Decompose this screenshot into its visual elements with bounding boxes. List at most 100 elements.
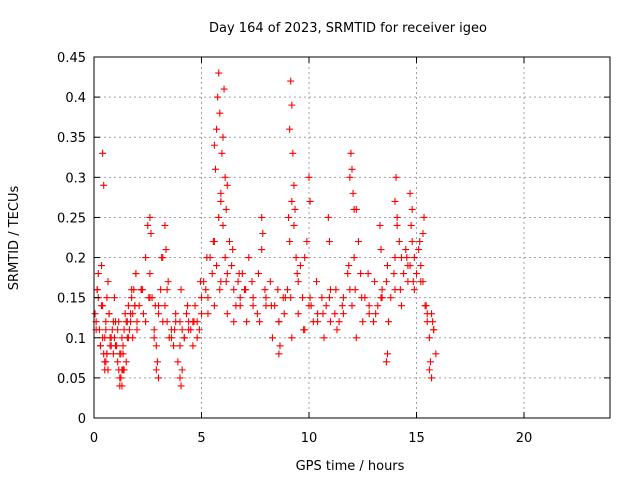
data-point [350, 205, 358, 213]
data-point [249, 302, 257, 310]
data-point [419, 229, 427, 237]
data-point [275, 318, 283, 326]
data-point [122, 358, 130, 366]
data-point [413, 270, 420, 278]
data-point [393, 221, 401, 229]
data-point [164, 278, 172, 286]
data-point [91, 310, 99, 318]
data-point [119, 350, 127, 358]
data-point [118, 334, 126, 342]
data-point [376, 221, 384, 229]
data-point [147, 229, 155, 237]
data-point [129, 334, 137, 342]
data-point [266, 278, 274, 286]
data-point [432, 350, 440, 358]
data-point [261, 286, 269, 294]
data-point [346, 173, 354, 181]
data-point [155, 310, 162, 318]
data-point [364, 270, 372, 278]
data-point [348, 302, 356, 310]
chart-title: Day 164 of 2023, SRMTID for receiver ige… [209, 21, 487, 36]
data-point [150, 334, 158, 342]
data-point [299, 294, 307, 302]
data-point [395, 238, 403, 246]
y-tick-label: 0.3 [65, 171, 86, 186]
data-point [286, 238, 294, 246]
data-point [128, 286, 136, 294]
data-point [385, 318, 393, 326]
data-point [377, 246, 385, 254]
data-point [176, 374, 184, 382]
data-point [222, 278, 230, 286]
data-point [104, 366, 112, 374]
data-point [287, 77, 295, 85]
data-point [280, 310, 288, 318]
data-point [230, 318, 238, 326]
data-point [190, 318, 198, 326]
data-point [397, 302, 405, 310]
data-point [400, 270, 408, 278]
x-tick-label: 20 [516, 431, 533, 446]
x-tick-label: 5 [197, 431, 205, 446]
data-point [371, 278, 379, 286]
data-point [221, 254, 229, 262]
data-point [132, 270, 140, 278]
data-point [217, 189, 225, 197]
data-point [219, 133, 227, 141]
data-point [221, 173, 229, 181]
data-point [110, 294, 118, 302]
data-point [370, 318, 377, 326]
data-point [331, 310, 339, 318]
data-point [402, 246, 410, 254]
data-point [429, 318, 437, 326]
data-point [290, 221, 298, 229]
data-point [114, 326, 122, 334]
data-point [365, 302, 373, 310]
data-point [408, 238, 416, 246]
data-point [324, 213, 332, 221]
data-point [228, 262, 236, 270]
data-point [216, 109, 224, 117]
data-point [157, 286, 165, 294]
data-point [378, 286, 386, 294]
data-point [100, 181, 108, 189]
data-point [99, 149, 107, 157]
data-point [256, 318, 264, 326]
data-point [253, 310, 261, 318]
data-point [152, 342, 160, 350]
data-point [203, 254, 211, 262]
data-point [174, 358, 182, 366]
data-point [109, 350, 117, 358]
data-point [161, 221, 169, 229]
data-point [248, 278, 256, 286]
data-point [335, 318, 343, 326]
data-point [119, 366, 127, 374]
data-point [178, 326, 186, 334]
data-point [220, 85, 228, 93]
data-point [139, 310, 147, 318]
data-point [288, 197, 296, 205]
axis-ticks [93, 56, 610, 419]
data-point [305, 173, 313, 181]
data-point [103, 294, 111, 302]
y-tick-label: 0.05 [57, 372, 86, 387]
data-point [325, 238, 333, 246]
data-point [133, 318, 141, 326]
x-axis-label: GPS time / hours [296, 459, 405, 474]
data-point [133, 326, 141, 334]
data-point [128, 294, 136, 302]
data-point [107, 334, 115, 342]
data-point [208, 270, 216, 278]
data-point [219, 221, 227, 229]
data-point [182, 310, 190, 318]
data-point [285, 213, 293, 221]
data-point [104, 278, 112, 286]
data-point [222, 205, 230, 213]
data-point [223, 310, 231, 318]
data-point [404, 262, 412, 270]
data-point [409, 278, 417, 286]
data-point [144, 221, 152, 229]
data-point [393, 213, 401, 221]
data-point [296, 262, 304, 270]
data-point [162, 246, 170, 254]
